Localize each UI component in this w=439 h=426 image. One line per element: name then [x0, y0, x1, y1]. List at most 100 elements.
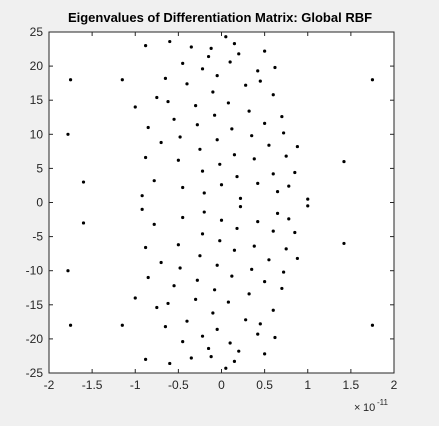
- y-tick-label: -10: [26, 264, 44, 278]
- data-point: [244, 318, 248, 322]
- data-point: [256, 332, 260, 336]
- data-point: [181, 61, 185, 65]
- data-point: [68, 78, 73, 82]
- data-point: [215, 327, 219, 331]
- data-point: [152, 179, 156, 183]
- data-point: [280, 286, 284, 291]
- data-point: [271, 308, 275, 312]
- x-tick-label: 0: [218, 378, 225, 392]
- x-tick-label: 1.5: [343, 378, 360, 392]
- data-point: [159, 140, 163, 145]
- data-point: [342, 241, 346, 246]
- data-point: [273, 335, 277, 340]
- data-point: [215, 263, 219, 267]
- data-point: [271, 93, 275, 97]
- data-point: [206, 346, 211, 351]
- data-point: [306, 197, 310, 201]
- data-point: [370, 78, 375, 82]
- x-tick-label: -1: [130, 378, 141, 392]
- data-point: [198, 254, 202, 258]
- data-point: [120, 78, 124, 82]
- data-point: [224, 366, 228, 370]
- data-point: [168, 361, 172, 366]
- data-point: [195, 278, 199, 282]
- data-point: [163, 325, 168, 329]
- data-point: [230, 274, 234, 278]
- data-point: [370, 323, 375, 327]
- x-tick-label: 1: [304, 378, 311, 392]
- data-point: [202, 210, 206, 214]
- x-tick-label: 0.5: [256, 378, 273, 392]
- data-point: [282, 270, 286, 274]
- data-point: [271, 229, 275, 233]
- data-point: [271, 172, 275, 176]
- y-tick-label: 5: [36, 161, 43, 175]
- data-point: [237, 349, 241, 353]
- data-point: [342, 159, 346, 164]
- data-point: [120, 323, 124, 327]
- data-point: [256, 219, 260, 224]
- data-point: [228, 60, 232, 64]
- data-point: [256, 181, 260, 186]
- x-tick-label: -0.5: [168, 378, 189, 392]
- data-point: [200, 334, 205, 338]
- x-tick-label: -2: [44, 378, 55, 392]
- data-point: [284, 154, 288, 158]
- data-point: [263, 352, 267, 356]
- data-point: [237, 52, 241, 56]
- data-point: [238, 196, 243, 201]
- data-point: [287, 217, 291, 221]
- data-point: [178, 135, 182, 139]
- y-tick-label: 15: [30, 93, 44, 107]
- data-point: [287, 184, 291, 188]
- data-point: [306, 204, 310, 208]
- data-points: [66, 35, 375, 370]
- data-point: [81, 221, 86, 225]
- data-point: [295, 256, 299, 261]
- data-point: [280, 114, 284, 119]
- data-point: [211, 311, 215, 315]
- data-point: [256, 69, 260, 73]
- data-point: [144, 155, 148, 160]
- data-point: [146, 125, 150, 130]
- data-point: [252, 244, 256, 248]
- axes-background: [49, 32, 394, 373]
- data-point: [189, 45, 193, 49]
- data-point: [198, 147, 202, 151]
- data-point: [230, 127, 234, 131]
- x-tick-label: -1.5: [82, 378, 103, 392]
- data-point: [219, 218, 224, 222]
- y-tick-label: 25: [30, 25, 44, 39]
- x-exponent-power: -11: [377, 398, 389, 407]
- data-point: [224, 35, 228, 39]
- data-point: [247, 109, 251, 113]
- data-point: [144, 44, 148, 48]
- data-point: [146, 275, 150, 280]
- data-point: [263, 49, 267, 53]
- data-point: [159, 260, 163, 265]
- data-point: [284, 247, 288, 251]
- data-point: [226, 300, 230, 304]
- data-point: [258, 322, 262, 326]
- data-point: [209, 355, 213, 359]
- data-point: [235, 226, 239, 231]
- data-point: [155, 95, 159, 100]
- axis-ticks: -2 -1.5 -1 -0.5 0 0.5 1 1.5 2 -25 -20 -15 -10 -5 0 5 10 1…: [26, 25, 398, 392]
- data-point: [232, 153, 237, 157]
- data-point: [250, 134, 254, 138]
- data-point: [252, 157, 256, 161]
- data-point: [181, 185, 185, 190]
- data-point: [235, 174, 239, 179]
- data-point: [213, 113, 217, 117]
- data-point: [250, 267, 254, 271]
- data-point: [140, 194, 144, 198]
- data-point: [194, 297, 198, 301]
- data-point: [185, 82, 189, 86]
- data-point: [263, 121, 267, 125]
- data-point: [267, 258, 271, 262]
- data-point: [133, 105, 137, 109]
- y-tick-label: 20: [30, 59, 44, 73]
- data-point: [215, 138, 219, 142]
